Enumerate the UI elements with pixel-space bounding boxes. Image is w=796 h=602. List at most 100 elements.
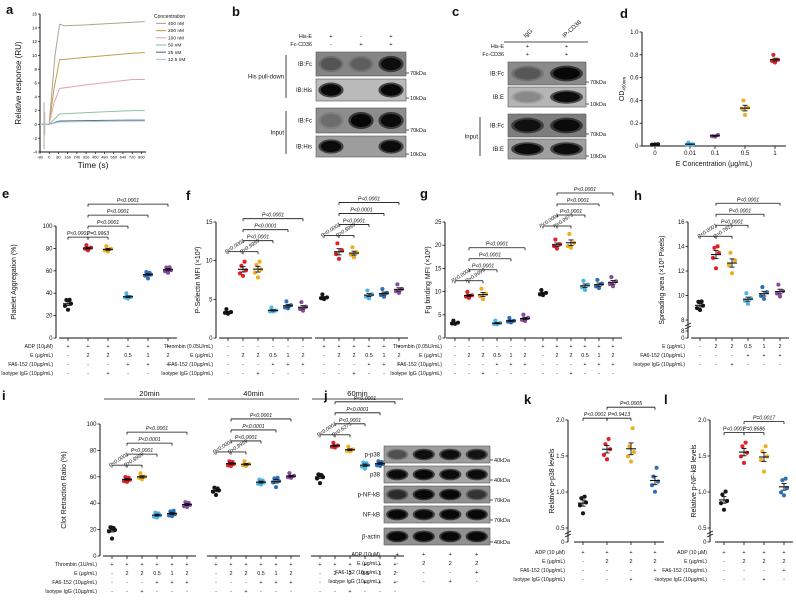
svg-text:p-NF-kB: p-NF-kB — [358, 493, 380, 499]
svg-text:-: - — [111, 580, 113, 586]
svg-text:-: - — [230, 580, 232, 586]
svg-text:320: 320 — [83, 155, 90, 160]
svg-text:-: - — [747, 362, 749, 368]
svg-text:10: 10 — [435, 290, 442, 296]
svg-text:-: - — [496, 371, 498, 377]
svg-text:FA6-152 (10µg/mL): FA6-152 (10µg/mL) — [520, 568, 565, 574]
svg-text:0.2: 0.2 — [630, 121, 639, 127]
svg-text:E (µg/mL): E (µg/mL) — [30, 353, 53, 359]
svg-text:+: + — [382, 344, 385, 350]
svg-text:-: - — [67, 362, 69, 368]
svg-text:ADP (10µM): ADP (10µM) — [351, 552, 380, 558]
svg-text:-: - — [290, 589, 292, 595]
svg-text:P<0.0001: P<0.0001 — [350, 207, 372, 213]
svg-text:-: - — [468, 371, 470, 377]
svg-text:Input: Input — [271, 131, 285, 137]
svg-text:P<0.0001: P<0.0001 — [146, 426, 168, 432]
svg-text:P<0.0001: P<0.0001 — [560, 209, 582, 215]
svg-text:+: + — [363, 580, 366, 586]
svg-text:P<0.0001: P<0.0001 — [97, 220, 119, 226]
svg-text:+: + — [329, 34, 333, 40]
svg-text:Isotype IgG (10µg/mL): Isotype IgG (10µg/mL) — [513, 577, 565, 583]
svg-text:5: 5 — [438, 313, 442, 319]
svg-text:+: + — [396, 552, 400, 558]
svg-text:-: - — [334, 580, 336, 586]
panel-f-label: f — [186, 188, 191, 203]
svg-text:Thrombin (0.05U/mL): Thrombin (0.05U/mL) — [393, 344, 443, 350]
svg-text:0.5: 0.5 — [269, 353, 277, 359]
svg-text:P<0.0001: P<0.0001 — [584, 412, 606, 418]
panel-k-label: k — [524, 392, 532, 407]
panel-e-aggregation-chart: 0 20 40 60 80 100 Platelet Aggregation (%) P<0.… — [1, 198, 177, 377]
svg-text:+: + — [393, 580, 396, 586]
svg-text:2: 2 — [334, 571, 337, 577]
svg-text:-: - — [654, 577, 656, 583]
svg-text:-: - — [763, 568, 765, 574]
svg-text:+: + — [274, 580, 277, 586]
svg-text:-: - — [454, 344, 456, 350]
svg-text:FA6-152 (10µg/mL): FA6-152 (10µg/mL) — [168, 362, 213, 368]
svg-text:0.8: 0.8 — [630, 53, 639, 59]
svg-text:+: + — [170, 562, 173, 568]
svg-text:-: - — [338, 362, 340, 368]
svg-text:P<0.0001: P<0.0001 — [737, 197, 759, 203]
svg-text:0.5: 0.5 — [698, 526, 707, 532]
svg-text:-: - — [396, 579, 398, 585]
svg-text:His-E: His-E — [491, 44, 505, 50]
svg-text:70kDa: 70kDa — [410, 71, 427, 77]
svg-text:-: - — [368, 371, 370, 377]
panel-b-western-blot: His-E + - + Fc-CD36 - + + IB:Fc 70kDa IB:His 10kDa I… — [248, 34, 427, 158]
svg-text:+: + — [397, 362, 400, 368]
svg-text:-: - — [743, 577, 745, 583]
svg-text:-: - — [242, 344, 244, 350]
svg-text:40kDa: 40kDa — [494, 458, 511, 464]
svg-text:0.5: 0.5 — [124, 353, 132, 359]
svg-text:0.1: 0.1 — [711, 150, 720, 157]
svg-text:+: + — [653, 550, 656, 556]
svg-text:2: 2 — [783, 559, 786, 565]
svg-text:P<0.0001: P<0.0001 — [358, 196, 380, 202]
svg-text:-: - — [630, 568, 632, 574]
svg-text:1: 1 — [287, 353, 290, 359]
svg-text:+: + — [140, 589, 143, 595]
svg-text:10: 10 — [32, 53, 37, 58]
svg-text:+: + — [509, 362, 512, 368]
svg-text:β-actin: β-actin — [362, 535, 380, 541]
svg-text:80: 80 — [90, 448, 97, 454]
svg-text:8: 8 — [681, 329, 685, 335]
svg-text:+: + — [569, 344, 572, 350]
svg-text:-: - — [156, 589, 158, 595]
svg-text:70kDa: 70kDa — [494, 498, 511, 504]
svg-text:640: 640 — [120, 155, 127, 160]
svg-text:Fc-CD36: Fc-CD36 — [290, 42, 312, 48]
svg-text:E Concentration (µg/mL): E Concentration (µg/mL) — [676, 161, 752, 168]
svg-text:+: + — [244, 562, 247, 568]
svg-text:+: + — [378, 580, 381, 586]
svg-text:-: - — [227, 353, 229, 359]
svg-text:20: 20 — [46, 314, 53, 320]
svg-text:0: 0 — [438, 336, 442, 342]
svg-text:2: 2 — [630, 559, 633, 565]
svg-text:+: + — [337, 344, 340, 350]
svg-text:15: 15 — [435, 266, 442, 272]
svg-text:His pull-down: His pull-down — [248, 75, 284, 81]
svg-text:0: 0 — [35, 122, 38, 127]
svg-text:0.5: 0.5 — [365, 353, 373, 359]
svg-text:-: - — [215, 571, 217, 577]
svg-text:-: - — [510, 371, 512, 377]
svg-text:80: 80 — [46, 246, 53, 252]
svg-text:10: 10 — [206, 259, 213, 265]
svg-text:+: + — [597, 344, 600, 350]
svg-text:Isotype IgG (10µg/mL): Isotype IgG (10µg/mL) — [161, 371, 213, 377]
svg-text:-: - — [126, 589, 128, 595]
svg-text:-: - — [334, 589, 336, 595]
panel-b-label: b — [232, 4, 240, 19]
svg-text:ADP (10µM): ADP (10µM) — [24, 344, 53, 350]
svg-text:-: - — [215, 589, 217, 595]
svg-text:-: - — [396, 561, 398, 567]
svg-text:IB:His: IB:His — [296, 145, 312, 151]
svg-text:+: + — [363, 562, 366, 568]
svg-text:-: - — [454, 371, 456, 377]
svg-text:70kDa: 70kDa — [494, 518, 511, 524]
